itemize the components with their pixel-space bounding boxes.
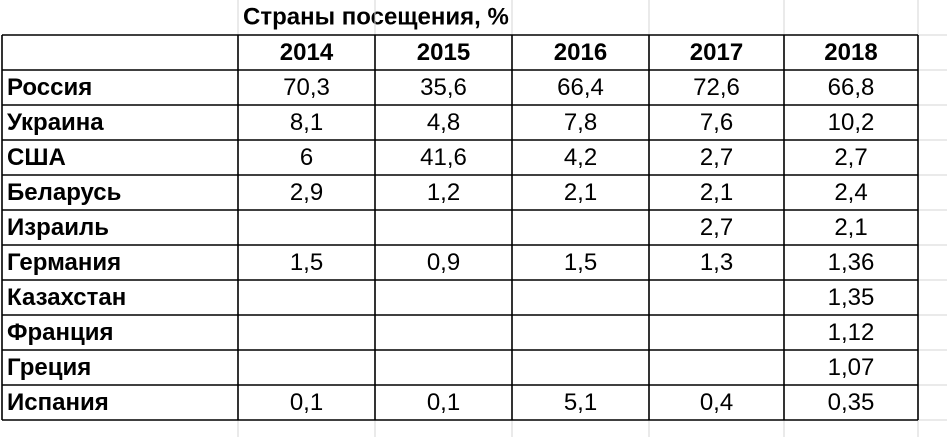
cell-value: 8,1 xyxy=(290,109,323,136)
cell-value: 1,36 xyxy=(828,249,875,276)
cell-value: 1,2 xyxy=(427,179,460,206)
cell-value: 2,4 xyxy=(834,179,867,206)
row-label: Греция xyxy=(7,354,91,381)
cell-value: 2,7 xyxy=(700,214,733,241)
row-label: США xyxy=(7,144,66,171)
cell-value: 1,5 xyxy=(564,249,597,276)
cell-value: 2,1 xyxy=(700,179,733,206)
cell-value: 4,2 xyxy=(564,144,597,171)
cell-value: 0,4 xyxy=(700,389,733,416)
row-label: Россия xyxy=(7,74,92,101)
cell-value: 0,35 xyxy=(828,389,875,416)
cell-value: 1,35 xyxy=(828,284,875,311)
row-label: Беларусь xyxy=(7,179,121,206)
cell-value: 0,1 xyxy=(290,389,323,416)
row-label: Казахстан xyxy=(7,284,126,311)
row-label: Франция xyxy=(7,319,114,346)
cell-value: 1,07 xyxy=(828,354,875,381)
cell-value: 6 xyxy=(300,144,313,171)
column-header: 2016 xyxy=(554,39,607,66)
cell-value: 35,6 xyxy=(420,74,467,101)
cell-value: 70,3 xyxy=(283,74,330,101)
cell-value: 5,1 xyxy=(564,389,597,416)
column-header: 2017 xyxy=(690,39,743,66)
cell-value: 1,12 xyxy=(828,319,875,346)
row-label: Германия xyxy=(7,249,121,276)
cell-value: 2,7 xyxy=(834,144,867,171)
cell-value: 2,1 xyxy=(834,214,867,241)
cell-value: 0,1 xyxy=(427,389,460,416)
cell-value: 2,1 xyxy=(564,179,597,206)
row-label: Украина xyxy=(7,109,104,136)
row-label: Испания xyxy=(7,389,109,416)
sheet-title: Страны посещения, % xyxy=(243,3,509,30)
row-label: Израиль xyxy=(7,214,109,241)
cell-value: 2,7 xyxy=(700,144,733,171)
cell-value: 66,4 xyxy=(557,74,604,101)
column-header: 2018 xyxy=(824,39,877,66)
cell-value: 10,2 xyxy=(828,109,875,136)
cell-value: 7,6 xyxy=(700,109,733,136)
cell-value: 72,6 xyxy=(693,74,740,101)
cell-value: 0,9 xyxy=(427,249,460,276)
cell-value: 66,8 xyxy=(828,74,875,101)
cell-value: 1,3 xyxy=(700,249,733,276)
cell-value: 41,6 xyxy=(420,144,467,171)
cell-value: 1,5 xyxy=(290,249,323,276)
cell-value: 2,9 xyxy=(290,179,323,206)
column-header: 2015 xyxy=(417,39,470,66)
cell-value: 7,8 xyxy=(564,109,597,136)
column-header: 2014 xyxy=(280,39,334,66)
cell-value: 4,8 xyxy=(427,109,460,136)
